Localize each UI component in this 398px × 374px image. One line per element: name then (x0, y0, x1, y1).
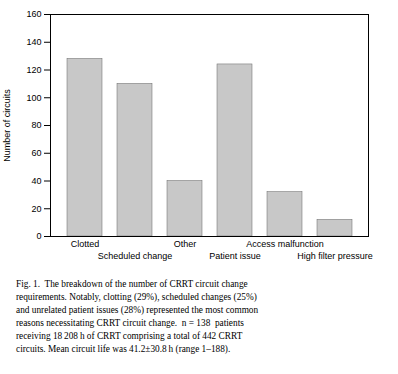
svg-text:80: 80 (31, 120, 41, 130)
svg-text:60: 60 (31, 148, 41, 158)
html-text:Fig. 1. The breakdown of the n: Fig. 1. The breakdown of the number of C… (16, 279, 259, 355)
svg-text:40: 40 (31, 176, 41, 186)
svg-text:High filter pressure: High filter pressure (297, 251, 373, 261)
svg-text:Number of circuits: Number of circuits (2, 89, 12, 162)
svg-text:160: 160 (26, 9, 41, 19)
svg-text:0: 0 (36, 231, 41, 241)
svg-text:Other: Other (174, 239, 197, 249)
svg-text:20: 20 (31, 204, 41, 214)
svg-text:100: 100 (26, 93, 41, 103)
svg-text:Access malfunction: Access malfunction (246, 239, 324, 249)
svg-text:Scheduled change: Scheduled change (98, 251, 173, 261)
svg-text:120: 120 (26, 65, 41, 75)
svg-text:Clotted: Clotted (71, 239, 100, 249)
svg-text:140: 140 (26, 37, 41, 47)
svg-text:Patient issue: Patient issue (209, 251, 261, 261)
